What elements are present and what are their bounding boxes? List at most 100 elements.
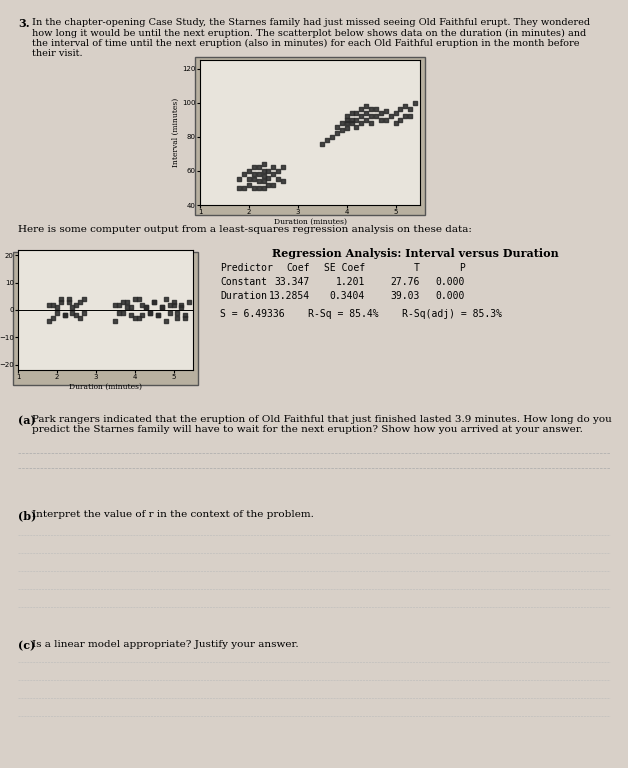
Point — [273, 174, 283, 186]
Text: 0.000: 0.000 — [436, 291, 465, 301]
Point — [72, 310, 82, 322]
Point — [52, 306, 62, 319]
Point — [110, 315, 120, 327]
Text: 0.000: 0.000 — [436, 277, 465, 287]
Text: 3.: 3. — [18, 18, 30, 29]
Point — [317, 137, 327, 150]
Point — [332, 127, 342, 140]
X-axis label: Duration (minutes): Duration (minutes) — [69, 383, 142, 391]
Point — [145, 306, 155, 319]
Point — [63, 296, 73, 308]
Point — [52, 301, 62, 313]
Point — [60, 310, 70, 322]
Text: Interpret the value of r in the context of the problem.: Interpret the value of r in the context … — [32, 510, 314, 519]
Point — [129, 312, 139, 324]
Point — [361, 114, 371, 126]
X-axis label: Duration (minutes): Duration (minutes) — [274, 218, 347, 226]
Point — [161, 315, 171, 327]
Text: (b): (b) — [18, 510, 36, 521]
Point — [254, 161, 264, 174]
Point — [173, 306, 183, 319]
Point — [244, 165, 254, 177]
Point — [134, 293, 144, 305]
Point — [259, 175, 269, 187]
Text: Predictor: Predictor — [220, 263, 273, 273]
Point — [263, 171, 273, 184]
Text: Is a linear model appropriate? Justify your answer.: Is a linear model appropriate? Justify y… — [32, 640, 299, 649]
Point — [126, 310, 136, 322]
Point — [239, 182, 249, 194]
Point — [244, 174, 254, 186]
Point — [259, 170, 269, 182]
Point — [56, 296, 66, 308]
Text: Here is some computer output from a least-squares regression analysis on these d: Here is some computer output from a leas… — [18, 225, 472, 234]
Text: Regression Analysis: Interval versus Duration: Regression Analysis: Interval versus Dur… — [272, 248, 558, 259]
Point — [239, 168, 249, 180]
Point — [381, 114, 391, 126]
Text: P: P — [459, 263, 465, 273]
Point — [327, 131, 337, 143]
Point — [234, 182, 244, 194]
FancyBboxPatch shape — [195, 57, 425, 215]
Point — [56, 293, 66, 305]
Point — [396, 114, 406, 126]
Point — [114, 299, 124, 311]
Point — [67, 306, 77, 319]
Y-axis label: Interval (minutes): Interval (minutes) — [171, 98, 180, 167]
Point — [161, 293, 171, 305]
Point — [79, 293, 89, 305]
Point — [134, 312, 144, 324]
Point — [278, 161, 288, 174]
Point — [381, 105, 391, 118]
Point — [342, 110, 352, 122]
Point — [44, 299, 54, 311]
Point — [366, 117, 376, 129]
Point — [75, 312, 85, 324]
Point — [332, 121, 342, 133]
Point — [122, 301, 132, 313]
Point — [153, 310, 163, 322]
Point — [145, 306, 155, 319]
Point — [391, 117, 401, 129]
Point — [400, 100, 410, 112]
Text: 33.347: 33.347 — [275, 277, 310, 287]
Point — [396, 104, 406, 116]
Point — [356, 117, 366, 129]
Point — [259, 182, 269, 194]
Text: 39.03: 39.03 — [391, 291, 420, 301]
Text: 27.76: 27.76 — [391, 277, 420, 287]
Point — [254, 182, 264, 194]
Point — [386, 110, 396, 122]
Point — [244, 178, 254, 190]
Point — [268, 161, 278, 174]
Point — [157, 301, 167, 313]
Text: T: T — [414, 263, 420, 273]
Point — [366, 110, 376, 122]
Point — [410, 97, 420, 109]
Point — [79, 306, 89, 319]
Point — [249, 182, 259, 194]
Point — [48, 299, 58, 311]
Point — [138, 299, 148, 311]
Point — [176, 301, 187, 313]
Point — [153, 310, 163, 322]
Point — [118, 306, 128, 319]
Point — [352, 121, 362, 133]
Point — [141, 301, 151, 313]
Point — [165, 299, 175, 311]
Point — [347, 107, 357, 119]
Point — [273, 165, 283, 177]
Text: In the chapter-opening Case Study, the Starnes family had just missed seeing Old: In the chapter-opening Case Study, the S… — [32, 18, 590, 58]
Text: (c): (c) — [18, 640, 35, 651]
Point — [249, 161, 259, 174]
Point — [141, 301, 151, 313]
Point — [110, 299, 120, 311]
Text: Coef: Coef — [286, 263, 310, 273]
Point — [352, 114, 362, 126]
Point — [366, 104, 376, 116]
Point — [259, 158, 269, 170]
Point — [356, 104, 366, 116]
Point — [168, 299, 178, 311]
Point — [254, 175, 264, 187]
Point — [180, 310, 190, 322]
